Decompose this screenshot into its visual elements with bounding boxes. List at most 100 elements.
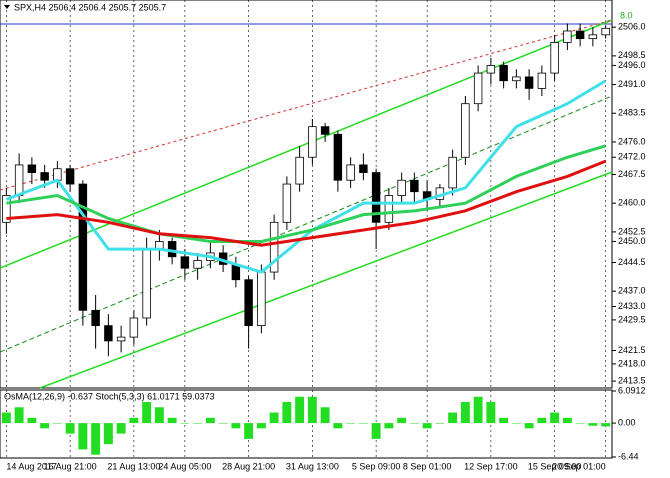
candle-body (359, 164, 368, 173)
candle-body (346, 164, 355, 181)
candle-body (473, 72, 483, 105)
candle-body (104, 325, 113, 342)
osma-bar (167, 417, 177, 424)
candle-body (384, 195, 394, 223)
x-tick-label: 5 Sep 09:00 (352, 461, 401, 471)
osma-bar (154, 407, 164, 424)
osma-bar (524, 423, 534, 429)
candle-body (27, 164, 37, 173)
candle-body (333, 133, 343, 181)
channel-lower (39, 171, 613, 389)
candle-body (244, 279, 253, 327)
candle-body (14, 164, 24, 196)
osma-bar (65, 423, 75, 434)
moving-average (6, 159, 607, 247)
osma-bar (142, 402, 152, 424)
x-tick-label: 16 Aug 21:00 (44, 461, 97, 471)
y-tick-label: 2472.0 (618, 152, 646, 162)
y-tick-label: 2429.5 (618, 314, 646, 324)
chart-title: SPX,H4 2506.4 2506.4 2505.7 2505.7 (14, 2, 166, 12)
x-tick-label: 20 Sep 01:00 (552, 461, 606, 471)
channel-upper (0, 19, 613, 269)
candle-body (129, 317, 139, 338)
osma-bar (1, 412, 11, 424)
osma-bar (129, 417, 139, 424)
osma-bar (499, 417, 509, 424)
osma-bar (358, 423, 368, 424)
y-tick-label: 2450.0 (618, 236, 646, 246)
sub-panel (0, 389, 613, 459)
candle-body (371, 172, 381, 223)
candle-body (142, 248, 151, 319)
candle-body (499, 65, 508, 82)
candle-body (269, 221, 279, 273)
channel-middle (0, 95, 613, 353)
osma-bar (231, 423, 241, 429)
osma-bar (397, 417, 407, 424)
osma-bar (448, 412, 458, 424)
osma-bar (307, 396, 317, 424)
x-tick-label: 14 Aug 2017 (6, 461, 57, 471)
osma-bar (205, 417, 215, 424)
x-tick-label: 12 Sep 17:00 (464, 461, 518, 471)
y-tick-label: 2421.5 (618, 345, 646, 355)
y-tick-label: 2444.5 (618, 257, 646, 267)
osma-bar (601, 423, 611, 427)
x-tick-label: 15 Sep 09:00 (528, 461, 582, 471)
candle-body (2, 195, 11, 223)
osma-bar (575, 423, 585, 424)
candle-body (448, 156, 457, 189)
y-tick-label: 2433.0 (618, 301, 646, 311)
candle-body (295, 156, 304, 185)
candle-body (78, 183, 88, 311)
x-tick-label: 8 Sep 01:00 (403, 461, 452, 471)
osma-bar (103, 423, 113, 445)
annotation: 8.0 (620, 10, 633, 20)
y-tick-label: 2452.5 (618, 226, 646, 236)
osma-bar (295, 396, 305, 424)
x-tick-label: 21 Aug 13:00 (107, 461, 160, 471)
candle-body (40, 172, 49, 181)
candle-body (320, 126, 330, 135)
candle-body (537, 72, 547, 89)
osma-bar (14, 407, 24, 424)
candle-body (397, 179, 406, 196)
osma-bar (333, 423, 343, 429)
candle-body (563, 30, 572, 43)
y-tick-label: 2413.5 (618, 375, 646, 385)
osma-bar (52, 423, 62, 424)
osma-bar (78, 423, 88, 450)
candle-body (257, 271, 266, 327)
y-tick-label: 0.00 (618, 417, 636, 427)
candle-body (116, 336, 126, 342)
osma-bar (256, 423, 266, 429)
osma-bar (562, 417, 572, 424)
osma-bar (40, 423, 50, 429)
candle-body (524, 76, 534, 89)
osma-bar (282, 402, 292, 424)
osma-bar (537, 417, 547, 424)
y-tick-label: -6.44 (618, 451, 639, 461)
osma-bar (409, 423, 419, 424)
candle-body (550, 42, 559, 74)
moving-average (6, 144, 607, 243)
candle-body (601, 27, 610, 36)
candle-body (193, 260, 202, 269)
candle-body (53, 168, 62, 181)
y-tick-label: 2506.0 (618, 22, 646, 32)
osma-bar (116, 423, 126, 434)
y-tick-label: 2498.5 (618, 50, 646, 60)
osma-bar (422, 423, 432, 429)
candle-body (180, 256, 190, 269)
oscillator-label: OsMA(12,26,9) -0.637 Stoch(5,3,3) 61.017… (4, 391, 215, 401)
candle-body (282, 183, 292, 223)
main-panel (0, 0, 613, 389)
y-tick-label: 2460.0 (618, 198, 646, 208)
candle-body (575, 30, 585, 40)
y-tick-label: 2418.0 (618, 358, 646, 368)
x-tick-label: 28 Aug 21:00 (222, 461, 275, 471)
candle-body (486, 65, 496, 74)
candle-body (461, 103, 470, 158)
osma-bar (244, 423, 254, 439)
